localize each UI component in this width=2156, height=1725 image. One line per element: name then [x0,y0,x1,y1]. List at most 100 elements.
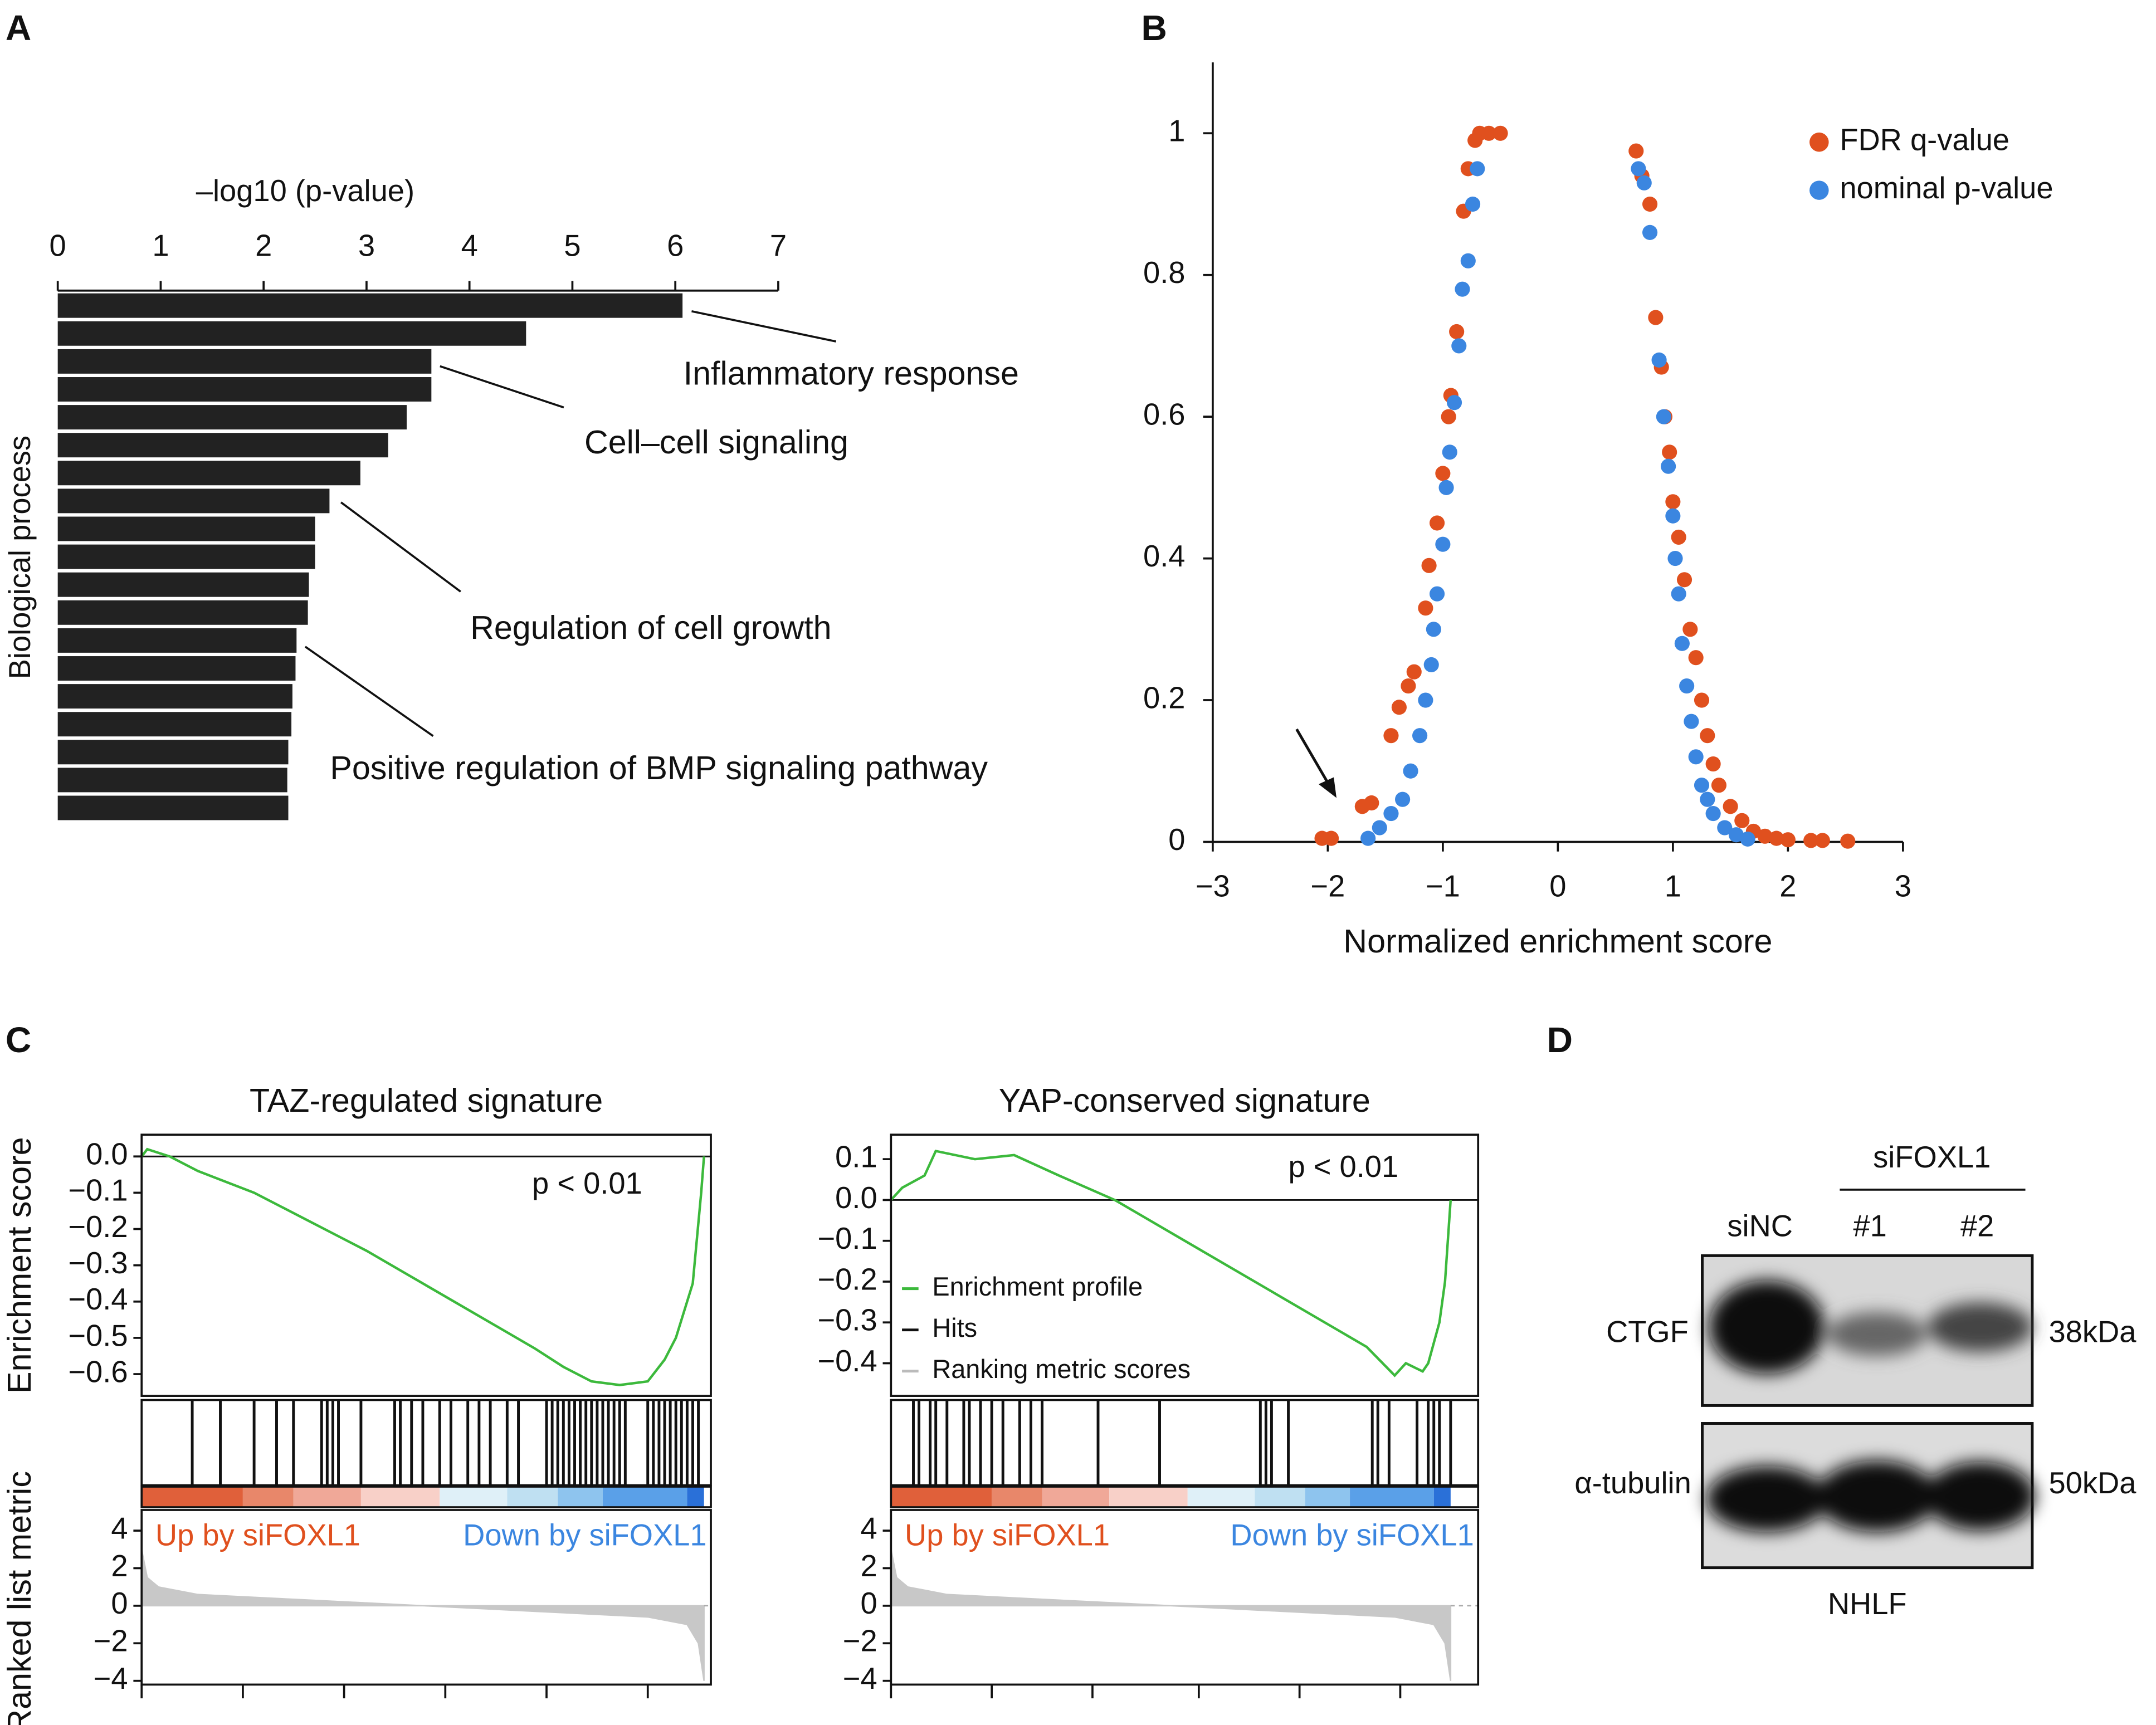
point [1717,820,1733,835]
x-tick-label: 7 [770,229,787,263]
point [1383,806,1399,822]
point [1667,551,1683,566]
panel-frame [890,1399,1480,1487]
x-tick-label: 6 [667,229,684,263]
point [1438,480,1454,495]
legend-label: FDR q-value [1840,123,2009,157]
arrow [1295,728,1333,789]
x-tick-label: 3 [358,229,375,263]
group-label: siFOXL1 [1873,1140,1991,1174]
point [1435,466,1451,481]
x-tick-label: 0 [1549,869,1566,903]
x-tick-label: 0 [50,229,66,263]
rank-band [293,1487,361,1508]
point [1429,586,1445,602]
y-tick-label: 0.0 [835,1181,877,1215]
y-tick-label: 0.1 [835,1140,877,1174]
point [1412,728,1428,744]
leader-line [340,501,461,593]
point [1694,778,1710,793]
bar [57,293,683,318]
rank-band [891,1487,992,1508]
leader-line [304,646,434,737]
point [1661,458,1676,474]
panel-label: C [6,1020,31,1060]
panel-frame [140,1399,712,1487]
legend-label: Ranking metric scores [932,1355,1191,1384]
panel-label: D [1547,1020,1573,1060]
point [1734,813,1750,828]
point [1711,778,1727,793]
annotation: Inflammatory response [684,354,1019,392]
x-axis-title: Normalized enrichment score [1343,922,1772,960]
x-tick-label: 2 [255,229,272,263]
point [1418,692,1433,708]
y-axis-title: Biological process [3,436,37,679]
panel-frame [140,1509,712,1686]
y-tick-label: 2 [111,1549,128,1583]
y-tick-label: 2 [860,1549,877,1583]
point [1840,833,1856,849]
x-tick-label: −3 [1196,869,1230,903]
point [1688,650,1704,666]
point [1674,636,1690,651]
point [1403,763,1418,779]
annotation: p < 0.01 [532,1166,642,1200]
bar [57,377,432,402]
ranking-metric [890,1549,1452,1681]
legend-marker [1809,132,1829,152]
point [1723,799,1738,814]
point [1492,125,1508,141]
panel-frame [140,1485,712,1508]
point [1421,558,1437,573]
point [1442,444,1457,460]
panel-frame [140,1133,712,1397]
rank-band [1350,1487,1434,1508]
annotation: Regulation of cell growth [470,609,832,646]
y-tick-label: 0.2 [1143,681,1185,715]
panel-label: B [1142,8,1167,48]
point [1636,175,1652,190]
x-tick-label: 2 [1779,869,1796,903]
x-tick-label: −1 [1426,869,1460,903]
bar [57,656,296,681]
lane-label: #1 [1853,1209,1886,1243]
point [1360,830,1376,846]
point [1642,196,1658,212]
point [1728,827,1744,843]
legend-label: Hits [932,1313,977,1342]
rank-band [1187,1487,1255,1508]
point [1481,125,1497,141]
bar [57,740,289,765]
legend-marker [1809,180,1829,200]
y-tick-label: 0 [1168,823,1185,857]
blot-bands [1706,1280,2035,1532]
point [1441,409,1456,424]
legend-label: nominal p-value [1840,171,2053,205]
panel-frame [890,1485,1480,1508]
point [1372,820,1387,835]
x-tick-label: 1 [1665,869,1681,903]
up-label: Up by siFOXL1 [905,1518,1110,1552]
y-tick-label: −2 [94,1624,128,1658]
x-tick-label: 5 [564,229,581,263]
x-tick-label: −2 [1310,869,1345,903]
point [1418,600,1433,616]
enrichment-profile [890,1149,1452,1377]
cell-line: NHLF [1828,1587,1907,1621]
y-tick-label: 0.0 [86,1137,128,1171]
point [1631,161,1646,177]
point [1364,795,1379,811]
point [1391,700,1407,715]
rank-band [1042,1487,1110,1508]
panel-label: A [6,8,31,48]
enrichment-profile [140,1147,705,1386]
point [1665,494,1681,510]
point [1455,281,1470,297]
point [1694,692,1710,708]
point [1662,444,1677,460]
y-tick-label: 0 [111,1586,128,1620]
lane-label: siNC [1727,1209,1793,1243]
y-tick-label: 0.8 [1143,256,1185,290]
